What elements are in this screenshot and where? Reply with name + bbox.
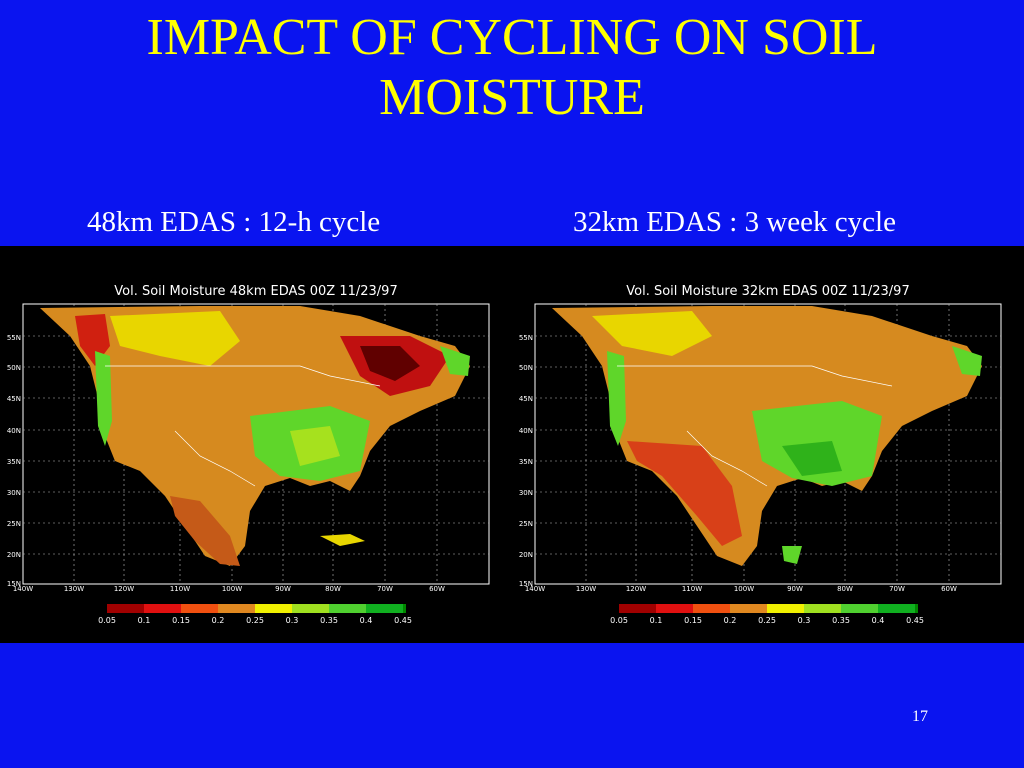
legend-label: 0.25 <box>758 616 776 625</box>
legend-label: 0.4 <box>871 616 885 625</box>
lat-label: 25N <box>518 520 533 528</box>
lat-label: 20N <box>518 551 533 559</box>
lon-label: 140W <box>12 585 34 593</box>
lon-label: 130W <box>575 585 597 593</box>
soil-moisture-map-32km <box>534 303 1002 613</box>
land-green-pacific <box>95 351 112 446</box>
lon-label: 80W <box>325 585 341 593</box>
lat-label: 20N <box>6 551 21 559</box>
land-yellow-region <box>110 311 240 366</box>
land-red-west <box>75 314 110 366</box>
lat-label: 50N <box>6 364 21 372</box>
lon-label: 70W <box>377 585 393 593</box>
lat-label: 30N <box>518 489 533 497</box>
land-mexico <box>170 496 240 566</box>
right-panel-caption: 32km EDAS : 3 week cycle <box>573 206 896 238</box>
legend-label: 0.35 <box>320 616 338 625</box>
lat-label: 45N <box>6 395 21 403</box>
lon-label: 60W <box>941 585 957 593</box>
legend-label: 0.15 <box>172 616 190 625</box>
map-title-48km: Vol. Soil Moisture 48km EDAS 00Z 11/23/9… <box>114 284 398 299</box>
color-legend <box>619 604 918 613</box>
lon-label: 120W <box>113 585 135 593</box>
legend-label: 0.3 <box>285 616 299 625</box>
land-red-southwest <box>627 441 742 546</box>
legend-label: 0.15 <box>684 616 702 625</box>
borders <box>617 365 893 487</box>
legend-label: 0.45 <box>906 616 924 625</box>
lon-label: 90W <box>275 585 291 593</box>
lon-label: 120W <box>625 585 647 593</box>
lon-label: 130W <box>63 585 85 593</box>
land-dark-green-east <box>782 441 842 476</box>
lat-label: 25N <box>6 520 21 528</box>
lat-label: 15N <box>6 580 21 588</box>
lat-label: 55N <box>6 334 21 342</box>
lon-label: 80W <box>837 585 853 593</box>
soil-moisture-map-48km <box>22 303 490 613</box>
lon-label: 100W <box>733 585 755 593</box>
legend-label: 0.2 <box>211 616 225 625</box>
lat-label: 30N <box>6 489 21 497</box>
land-cuba <box>320 534 365 546</box>
lat-label: 35N <box>6 458 21 466</box>
legend-label: 0.2 <box>723 616 737 625</box>
page-number: 17 <box>912 708 928 725</box>
lon-label: 90W <box>787 585 803 593</box>
map-title-32km: Vol. Soil Moisture 32km EDAS 00Z 11/23/9… <box>626 284 910 299</box>
legend-label: 0.25 <box>246 616 264 625</box>
lat-label: 35N <box>518 458 533 466</box>
legend-label: 0.05 <box>610 616 628 625</box>
lon-label: 70W <box>889 585 905 593</box>
land-greenland-edge <box>440 346 470 376</box>
land-yellow-north <box>592 311 712 356</box>
legend-label: 0.45 <box>394 616 412 625</box>
lat-label: 45N <box>518 395 533 403</box>
lat-label: 15N <box>518 580 533 588</box>
lon-label: 110W <box>169 585 191 593</box>
legend-label: 0.4 <box>359 616 373 625</box>
land-dark-quebec <box>360 346 420 381</box>
lat-label: 50N <box>518 364 533 372</box>
lon-label: 110W <box>681 585 703 593</box>
land-yucatan <box>782 546 802 564</box>
legend-label: 0.3 <box>797 616 811 625</box>
map-panel-32km: Vol. Soil Moisture 32km EDAS 00Z 11/23/9… <box>512 246 1024 643</box>
lon-label: 140W <box>524 585 546 593</box>
land-green-pacific <box>607 351 626 446</box>
borders <box>105 365 381 487</box>
lon-label: 60W <box>429 585 445 593</box>
legend-label: 0.1 <box>649 616 663 625</box>
legend-label: 0.05 <box>98 616 116 625</box>
lon-label: 100W <box>221 585 243 593</box>
lat-label: 40N <box>6 427 21 435</box>
figure-strip: Vol. Soil Moisture 48km EDAS 00Z 11/23/9… <box>0 246 1024 643</box>
legend-label: 0.35 <box>832 616 850 625</box>
land-green-greenland-edge <box>952 346 982 376</box>
lat-label: 55N <box>518 334 533 342</box>
map-panel-48km: Vol. Soil Moisture 48km EDAS 00Z 11/23/9… <box>0 246 512 643</box>
legend-label: 0.1 <box>137 616 151 625</box>
color-legend <box>107 604 406 613</box>
land-yellow-green-east <box>290 426 340 466</box>
slide-title: IMPACT OF CYCLING ON SOIL MOISTURE <box>146 9 878 126</box>
left-panel-caption: 48km EDAS : 12-h cycle <box>87 206 381 238</box>
lat-label: 40N <box>518 427 533 435</box>
